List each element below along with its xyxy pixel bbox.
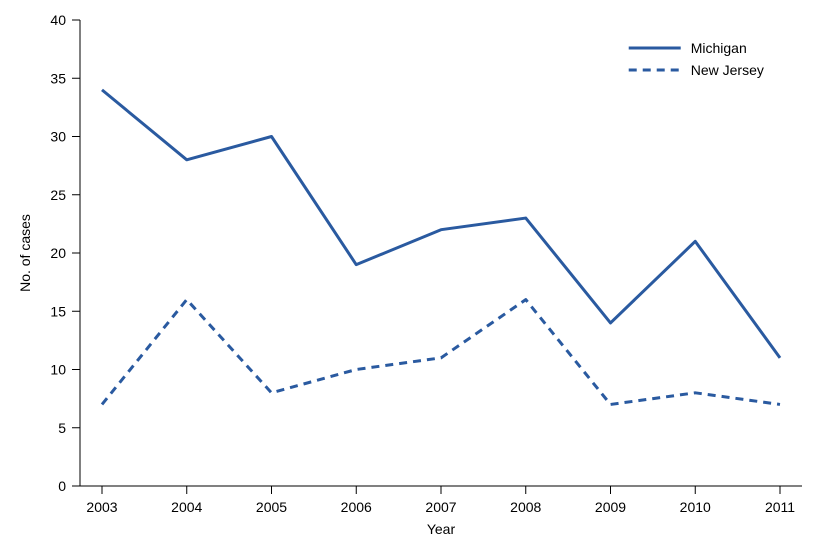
y-tick-label: 0 [58, 478, 66, 494]
x-tick-label: 2003 [86, 499, 117, 515]
x-axis-label: Year [427, 521, 456, 537]
legend-label-0: Michigan [691, 40, 747, 56]
x-tick-label: 2007 [425, 499, 456, 515]
y-axis-label: No. of cases [17, 214, 33, 292]
chart-svg: 0 5 10 15 20 25 30 35 40 2003 2004 2005 2006 2007 2008… [0, 0, 832, 546]
legend-label-1: New Jersey [691, 62, 764, 78]
y-tick-label: 35 [50, 70, 66, 86]
y-tick-label: 20 [50, 245, 66, 261]
y-tick-label: 15 [50, 303, 66, 319]
x-tick-label: 2004 [171, 499, 202, 515]
y-tick-label: 30 [50, 129, 66, 145]
y-tick-label: 40 [50, 12, 66, 28]
y-tick-label: 25 [50, 187, 66, 203]
series-line-1 [102, 300, 780, 405]
x-tick-label: 2008 [510, 499, 541, 515]
y-tick-label: 10 [50, 362, 66, 378]
x-tick-label: 2009 [595, 499, 626, 515]
x-tick-label: 2010 [680, 499, 711, 515]
y-tick-label: 5 [58, 420, 66, 436]
x-tick-label: 2006 [341, 499, 372, 515]
x-tick-label: 2005 [256, 499, 287, 515]
x-tick-label: 2011 [765, 499, 795, 515]
line-chart: 0 5 10 15 20 25 30 35 40 2003 2004 2005 2006 2007 2008… [0, 0, 832, 546]
